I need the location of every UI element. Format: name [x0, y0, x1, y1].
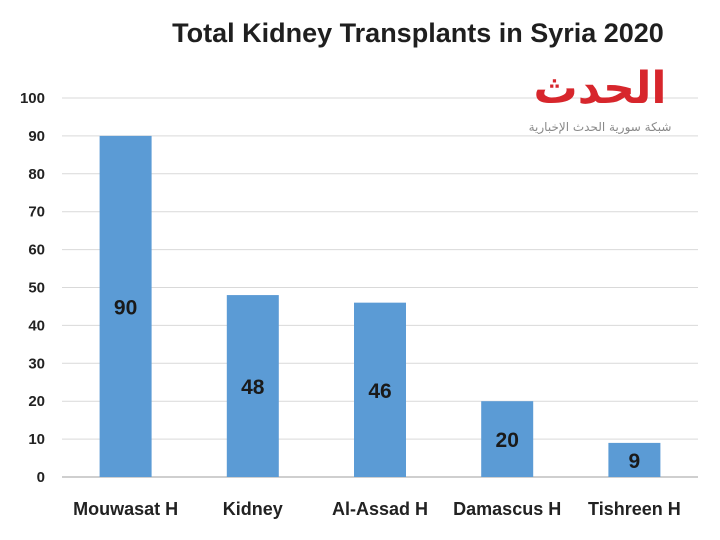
bars: 90 48 46 20 9 — [99, 135, 661, 477]
y-tick-label: 20 — [28, 393, 45, 410]
x-category-label: Mouwasat H — [73, 499, 178, 519]
y-tick-label: 70 — [28, 204, 45, 221]
y-tick-label: 80 — [28, 166, 45, 183]
x-category-label: Damascus H — [453, 499, 561, 519]
bar-damascus-h — [481, 401, 534, 477]
x-axis-categories: Mouwasat H Kidney Al-Assad H Damascus H Tish… — [73, 499, 681, 519]
data-label: 90 — [114, 296, 137, 319]
bar-kidney — [226, 295, 279, 477]
bar-mouwasat-h — [99, 135, 152, 477]
y-tick-label: 30 — [28, 355, 45, 372]
x-category-label: Al-Assad H — [332, 499, 428, 519]
y-axis-ticks: 0 10 20 30 40 50 60 70 80 90 100 — [20, 90, 45, 486]
y-tick-label: 40 — [28, 317, 45, 334]
data-label: 20 — [496, 429, 519, 452]
y-tick-label: 60 — [28, 242, 45, 259]
bar-tishreen-h — [608, 442, 661, 477]
data-label: 48 — [241, 376, 265, 399]
data-label: 9 — [629, 450, 641, 473]
watermark-logo-text: الحدث — [534, 63, 667, 114]
data-label: 46 — [368, 380, 391, 403]
watermark-subtitle: شبكة سورية الحدث الإخبارية — [529, 120, 672, 135]
watermark-logo: الحدث شبكة سورية الحدث الإخبارية — [529, 63, 672, 135]
y-tick-label: 50 — [28, 280, 45, 297]
y-tick-label: 0 — [37, 469, 45, 486]
y-tick-label: 10 — [28, 431, 45, 448]
x-category-label: Tishreen H — [588, 499, 681, 519]
y-tick-label: 100 — [20, 90, 45, 107]
y-tick-label: 90 — [28, 128, 45, 145]
x-category-label: Kidney — [223, 499, 283, 519]
chart-title: Total Kidney Transplants in Syria 2020 — [172, 18, 664, 48]
bar-al-assad-h — [354, 302, 406, 477]
